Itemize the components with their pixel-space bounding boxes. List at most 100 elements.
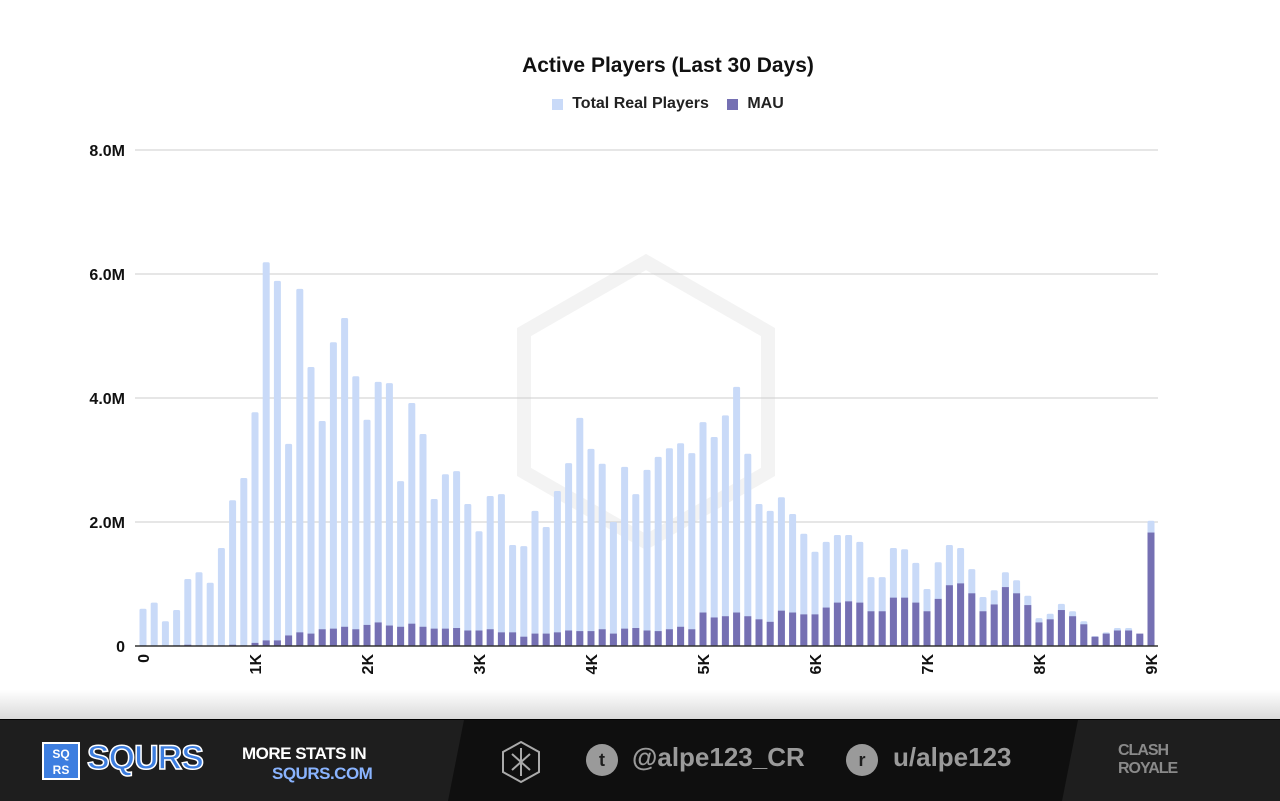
bar-total-real-players bbox=[397, 481, 405, 646]
bar-total-real-players bbox=[520, 546, 528, 646]
bar-total-real-players bbox=[755, 504, 763, 646]
x-tick-label: 2K bbox=[360, 654, 377, 675]
bar-total-real-players bbox=[486, 495, 494, 646]
bar-mau bbox=[1102, 633, 1110, 646]
y-tick-label: 8.0M bbox=[89, 143, 125, 160]
bar-mau bbox=[397, 626, 405, 646]
bar-mau bbox=[352, 629, 360, 646]
bar-total-real-players bbox=[542, 526, 550, 646]
bar-mau bbox=[654, 631, 662, 646]
bar-total-real-players bbox=[419, 433, 427, 646]
bar-total-real-players bbox=[553, 491, 561, 646]
bar-total-real-players bbox=[475, 531, 483, 646]
bar-mau bbox=[744, 616, 752, 646]
bar-mau bbox=[531, 633, 539, 646]
bar-mau bbox=[553, 632, 561, 646]
bar-total-real-players bbox=[363, 419, 371, 646]
reddit-icon: r bbox=[846, 744, 878, 776]
bar-mau bbox=[777, 610, 785, 646]
bar-mau bbox=[789, 612, 797, 646]
bar-mau bbox=[979, 611, 987, 646]
squrs-logo-icon: SQ RS bbox=[42, 742, 80, 780]
legend-item-total: Total Real Players bbox=[552, 95, 709, 113]
bar-mau bbox=[800, 614, 808, 646]
bar-mau bbox=[363, 624, 371, 646]
author-logo-icon bbox=[502, 740, 540, 784]
y-tick-label: 4.0M bbox=[89, 391, 125, 408]
reddit-handle[interactable]: u/alpe123 bbox=[893, 742, 1012, 772]
bar-mau bbox=[1035, 622, 1043, 646]
bar-mau bbox=[934, 598, 942, 646]
bar-total-real-players bbox=[173, 610, 181, 646]
x-tick-label: 3K bbox=[472, 654, 489, 675]
bar-total-real-players bbox=[352, 376, 360, 646]
legend-swatch-total bbox=[552, 98, 564, 110]
bar-mau bbox=[318, 629, 326, 646]
bar-total-real-players bbox=[744, 453, 752, 646]
bar-mau bbox=[565, 630, 573, 646]
bar-mau bbox=[901, 597, 909, 646]
squrs-url-link[interactable]: SQURS.COM bbox=[272, 764, 373, 783]
bar-total-real-players bbox=[721, 415, 729, 646]
bar-total-real-players bbox=[531, 510, 539, 646]
bar-mau bbox=[520, 636, 528, 646]
twitter-handle[interactable]: @alpe123_CR bbox=[632, 742, 805, 772]
legend-label-mau: MAU bbox=[747, 95, 784, 112]
bar-total-real-players bbox=[654, 456, 662, 646]
bar-mau bbox=[990, 604, 998, 646]
bar-total-real-players bbox=[766, 510, 774, 646]
bar-total-real-players bbox=[430, 499, 438, 646]
footer-social-panel bbox=[448, 720, 1078, 801]
bar-mau bbox=[1001, 587, 1009, 646]
bar-mau bbox=[1046, 619, 1054, 646]
bar-mau bbox=[374, 622, 382, 646]
bar-total-real-players bbox=[307, 367, 315, 646]
bar-mau bbox=[733, 612, 741, 646]
x-tick-label: 8K bbox=[1032, 654, 1049, 675]
bar-mau bbox=[475, 630, 483, 646]
bar-mau bbox=[576, 631, 584, 646]
bar-mau bbox=[1080, 624, 1088, 646]
bar-total-real-players bbox=[184, 579, 192, 646]
x-tick-label: 4K bbox=[584, 654, 601, 675]
bar-mau bbox=[766, 621, 774, 646]
bar-mau bbox=[1125, 630, 1133, 646]
bar-mau bbox=[509, 632, 517, 646]
bar-mau bbox=[945, 585, 953, 646]
bar-mau bbox=[408, 623, 416, 646]
bar-mau bbox=[665, 629, 673, 646]
bar-mau bbox=[587, 631, 595, 646]
x-tick-label: 0 bbox=[136, 654, 153, 663]
bar-mau bbox=[609, 633, 617, 646]
bar-total-real-players bbox=[206, 582, 214, 646]
bar-mau bbox=[430, 628, 438, 646]
bar-mau bbox=[889, 597, 897, 646]
bar-total-real-players bbox=[464, 504, 472, 646]
bar-total-real-players bbox=[643, 469, 651, 646]
x-tick-label: 1K bbox=[248, 654, 265, 675]
bar-mau bbox=[329, 628, 337, 646]
bar-total-real-players bbox=[688, 453, 696, 646]
bar-total-real-players bbox=[240, 477, 248, 646]
bar-mau bbox=[285, 635, 293, 646]
bar-total-real-players bbox=[587, 448, 595, 646]
x-tick-label: 6K bbox=[808, 654, 825, 675]
bar-mau bbox=[296, 632, 304, 646]
bar-total-real-players bbox=[665, 448, 673, 646]
bar-mau bbox=[912, 602, 920, 646]
bar-mau bbox=[385, 625, 393, 646]
x-tick-label: 9K bbox=[1144, 654, 1161, 675]
bar-mau bbox=[923, 611, 931, 646]
bar-mau bbox=[632, 628, 640, 646]
bar-mau bbox=[542, 633, 550, 646]
bar-total-real-players bbox=[139, 608, 147, 646]
bar-total-real-players bbox=[453, 471, 461, 646]
bar-total-real-players bbox=[733, 386, 741, 646]
bar-total-real-players bbox=[621, 466, 629, 646]
bar-total-real-players bbox=[161, 621, 169, 646]
bar-mau bbox=[755, 619, 763, 646]
bar-total-real-players bbox=[385, 383, 393, 646]
bar-mau bbox=[968, 593, 976, 646]
bar-total-real-players bbox=[576, 417, 584, 646]
bar-mau bbox=[453, 628, 461, 646]
